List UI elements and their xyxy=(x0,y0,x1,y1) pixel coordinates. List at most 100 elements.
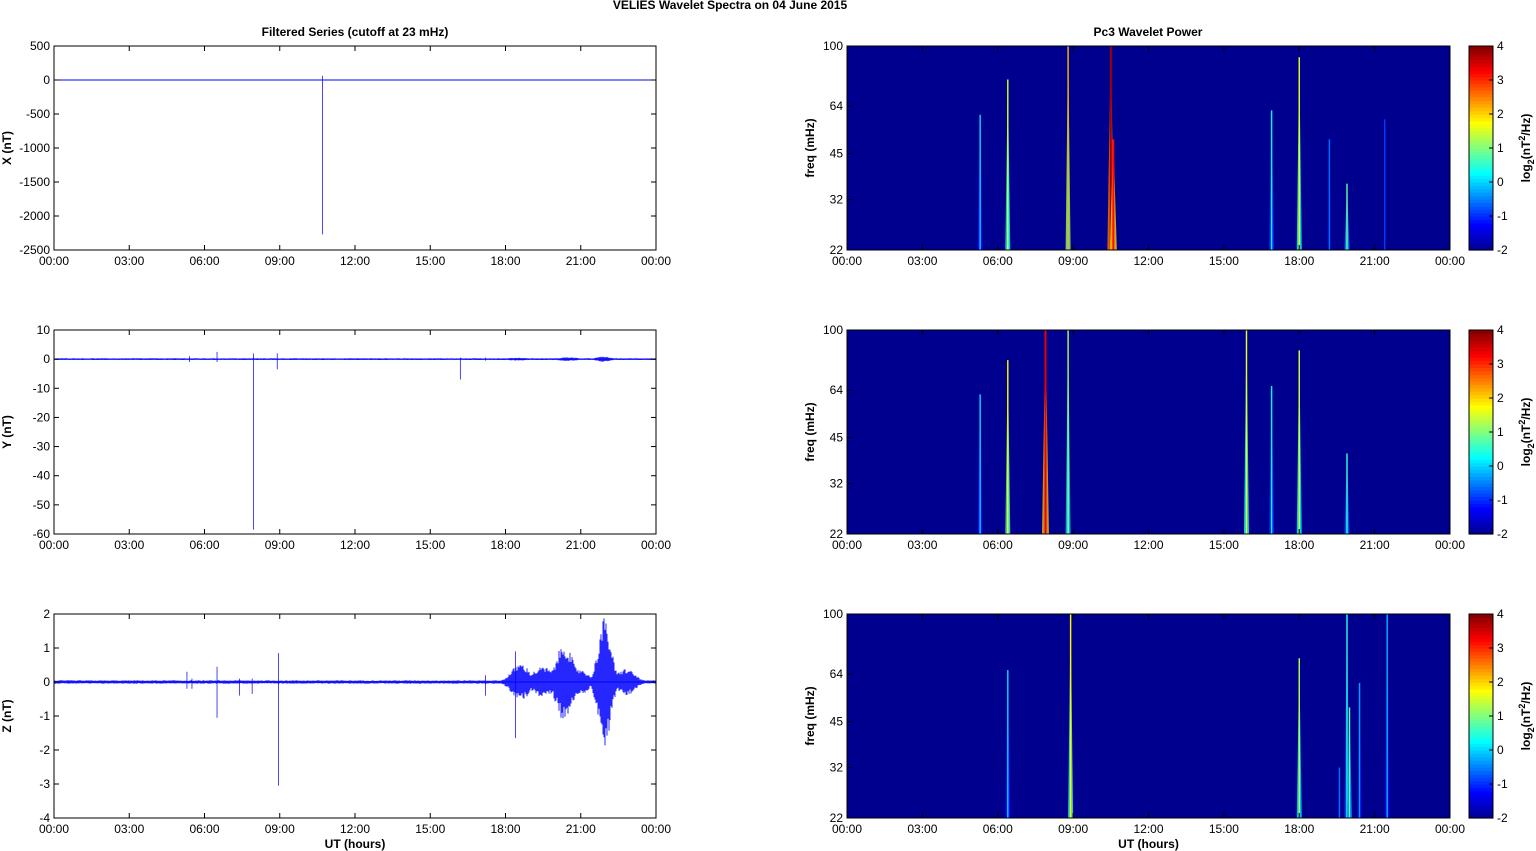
colorbar-tick-label: -2 xyxy=(1497,811,1508,825)
colorbar-segment xyxy=(1469,83,1493,88)
x-tick-label: 15:00 xyxy=(1209,822,1239,836)
colorbar-segment xyxy=(1469,746,1493,751)
x-tick-label: 18:00 xyxy=(1284,822,1314,836)
colorbar-tick-label: 4 xyxy=(1497,39,1504,53)
x-tick-label: 21:00 xyxy=(1360,254,1390,268)
colorbar-segment xyxy=(1469,212,1493,217)
colorbar-segment xyxy=(1469,370,1493,375)
colorbar-segment xyxy=(1469,347,1493,351)
x-tick-label: 21:00 xyxy=(1360,822,1390,836)
colorbar-segment xyxy=(1469,80,1493,84)
colorbar-segment xyxy=(1469,120,1493,125)
colorbar-tick-label: 0 xyxy=(1497,459,1504,473)
colorbar-segment xyxy=(1469,637,1493,642)
colorbar-segment xyxy=(1469,688,1493,693)
y-tick-label: 64 xyxy=(830,99,844,113)
y-tick-label: 32 xyxy=(830,477,844,491)
x-tick-label: 18:00 xyxy=(1284,538,1314,552)
colorbar-segment xyxy=(1469,767,1493,771)
colorbar-segment xyxy=(1469,398,1493,402)
colorbar-segment xyxy=(1469,634,1493,639)
x-tick-label: 06:00 xyxy=(189,538,219,552)
y-tick-label: 22 xyxy=(830,243,844,257)
colorbar-segment xyxy=(1469,654,1493,659)
x-tick-label: 00:00 xyxy=(641,254,671,268)
colorbar-tick-label: 0 xyxy=(1497,175,1504,189)
colorbar-segment xyxy=(1469,804,1493,809)
colorbar-segment xyxy=(1469,712,1493,717)
colorbar-segment xyxy=(1469,729,1493,734)
x-tick-label: 03:00 xyxy=(907,538,937,552)
time-series-panel-2: 10 0 -10 -20 -30 -40 -50 -60 Y (nT) 00:00 03:00 06:… xyxy=(0,323,671,552)
spectrogram-background xyxy=(847,46,1450,250)
colorbar-segment xyxy=(1469,807,1493,812)
spectrogram-streaks xyxy=(977,330,1350,534)
figure-title: VELIES Wavelet Spectra on 04 June 2015 xyxy=(613,0,848,12)
x-tick-label: 09:00 xyxy=(1058,822,1088,836)
x-tick-label: 12:00 xyxy=(1133,538,1163,552)
y-axis-label: Y (nT) xyxy=(0,415,14,449)
colorbar-segment xyxy=(1469,510,1493,515)
x-tick-label: 09:00 xyxy=(265,254,295,268)
colorbar-segment xyxy=(1469,784,1493,788)
colorbar-segment xyxy=(1469,469,1493,474)
colorbar-segment xyxy=(1469,750,1493,754)
colorbar-segment xyxy=(1469,219,1493,224)
x-tick-label: 00:00 xyxy=(39,822,69,836)
colorbar-segment xyxy=(1469,56,1493,61)
colorbar-segment xyxy=(1469,192,1493,197)
colorbar-segment xyxy=(1469,631,1493,635)
x-tick-label: 00:00 xyxy=(1435,254,1465,268)
colorbar-segment xyxy=(1469,624,1493,629)
x-tick-label: 00:00 xyxy=(832,254,862,268)
colorbar-segment xyxy=(1469,692,1493,697)
colorbar-segment xyxy=(1469,107,1493,112)
x-tick-label: 03:00 xyxy=(907,822,937,836)
colorbar-segment xyxy=(1469,716,1493,720)
y-tick-label: 100 xyxy=(823,39,843,53)
colorbar-segment xyxy=(1469,790,1493,795)
y-tick-label: -20 xyxy=(33,410,51,424)
colorbar-segment xyxy=(1469,493,1493,498)
colorbar-segment xyxy=(1469,330,1493,334)
colorbar-tick-label: 2 xyxy=(1497,675,1504,689)
colorbar-segment xyxy=(1469,415,1493,419)
colorbar-segment xyxy=(1469,438,1493,443)
colorbar-segment xyxy=(1469,391,1493,396)
time-series-panel-3: 2 1 0 -1 -2 -3 -4 Z (nT) 00:00 03:00 06:00 09:00 12:… xyxy=(0,607,671,851)
x-tick-label: 00:00 xyxy=(641,538,671,552)
colorbar-segment xyxy=(1469,154,1493,159)
y-axis-label: freq (mHz) xyxy=(803,402,817,461)
colorbar-segment xyxy=(1469,110,1493,115)
colorbar-segment xyxy=(1469,513,1493,518)
spectrogram-background xyxy=(847,330,1450,534)
spectrogram-streaks xyxy=(977,46,1388,250)
colorbar-segment xyxy=(1469,743,1493,748)
colorbar-segment xyxy=(1469,49,1493,54)
x-tick-label: 18:00 xyxy=(1284,254,1314,268)
colorbar-segment xyxy=(1469,705,1493,710)
y-tick-label: 45 xyxy=(830,147,844,161)
colorbar-segment xyxy=(1469,472,1493,477)
x-tick-label: 09:00 xyxy=(265,822,295,836)
y-tick-label: 0 xyxy=(43,352,50,366)
y-tick-label: -2000 xyxy=(19,209,50,223)
x-tick-label: 00:00 xyxy=(832,538,862,552)
y-axis-label: X (nT) xyxy=(0,131,14,165)
colorbar-segment xyxy=(1469,722,1493,727)
colorbar-segment xyxy=(1469,658,1493,663)
series-trace xyxy=(54,356,656,362)
colorbar-segment xyxy=(1469,685,1493,690)
colorbar-segment xyxy=(1469,182,1493,186)
x-tick-label: 00:00 xyxy=(39,538,69,552)
colorbar-segment xyxy=(1469,523,1493,528)
colorbar-segment xyxy=(1469,695,1493,700)
x-axis-label: UT (hours) xyxy=(325,837,386,851)
x-tick-label: 03:00 xyxy=(114,538,144,552)
x-tick-label: 21:00 xyxy=(1360,538,1390,552)
colorbar-segment xyxy=(1469,340,1493,345)
y-tick-label: -3 xyxy=(39,777,50,791)
colorbar-segment xyxy=(1469,780,1493,785)
plot-area xyxy=(54,614,656,818)
colorbar-segment xyxy=(1469,171,1493,176)
